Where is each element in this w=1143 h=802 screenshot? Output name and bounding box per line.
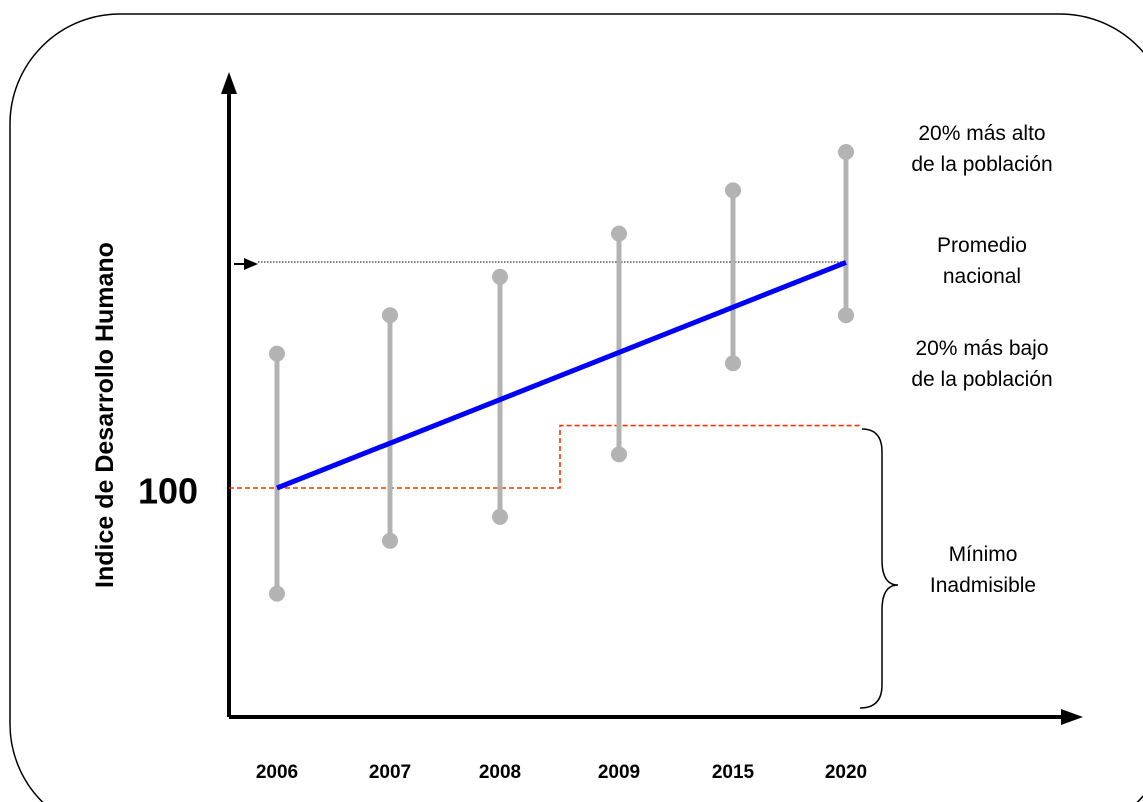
range-low-point-2015 — [725, 355, 741, 372]
annotation-minimum-line2: Inadmisible — [930, 574, 1036, 597]
x-axis-arrow-icon — [1061, 709, 1083, 725]
range-high-point-2009 — [611, 225, 627, 242]
range-high-point-2015 — [725, 182, 741, 199]
y-axis-arrow-icon — [221, 72, 237, 94]
annotation-top-line2: de la población — [911, 153, 1052, 176]
x-tick-label-2020: 2020 — [825, 762, 867, 783]
average-line — [276, 260, 847, 491]
annotation-minimum-line1: Mínimo — [949, 543, 1018, 566]
average-marker-arrow-icon — [244, 258, 258, 270]
range-low-point-2020 — [838, 307, 854, 324]
x-tick-label-2007: 2007 — [369, 762, 411, 783]
range-high-point-2006 — [269, 345, 285, 362]
annotation-average-line2: nacional — [943, 265, 1021, 288]
minimum-step-line — [229, 424, 862, 489]
x-tick-label-2006: 2006 — [256, 762, 298, 783]
y-axis-label: Indice de Desarrollo Humano — [91, 242, 119, 588]
range-high-point-2020 — [838, 144, 854, 160]
rounded-frame — [9, 13, 1143, 802]
range-low-point-2006 — [269, 585, 285, 602]
range-low-point-2008 — [492, 508, 508, 525]
x-tick-label-2015: 2015 — [712, 762, 755, 783]
annotation-bottom-line1: 20% más bajo — [915, 337, 1048, 360]
range-low-point-2007 — [382, 532, 398, 549]
range-bars — [269, 144, 854, 602]
x-tick-label-2008: 2008 — [479, 762, 521, 783]
annotation-top-line1: 20% más alto — [918, 122, 1045, 145]
x-tick-label-2009: 2009 — [598, 762, 640, 783]
y-marker-100-label: 100 — [138, 471, 198, 512]
minimum-brace — [859, 428, 899, 709]
x-tick-labels: 2006 2007 2008 2009 2015 2020 — [256, 762, 867, 783]
annotation-bottom-line2: de la población — [911, 368, 1052, 391]
annotation-average-line1: Promedio — [937, 234, 1027, 257]
range-high-point-2007 — [382, 307, 398, 324]
range-low-point-2009 — [611, 446, 627, 463]
range-high-point-2008 — [492, 268, 508, 285]
